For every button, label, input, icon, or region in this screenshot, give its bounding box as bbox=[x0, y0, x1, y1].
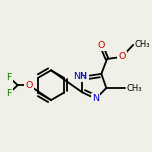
Text: O: O bbox=[25, 81, 33, 90]
Text: O: O bbox=[98, 41, 105, 50]
Text: NH: NH bbox=[74, 72, 88, 81]
Text: F: F bbox=[7, 88, 12, 98]
Text: O: O bbox=[98, 41, 105, 50]
Text: N: N bbox=[79, 72, 86, 81]
Text: F: F bbox=[7, 88, 12, 98]
Text: O: O bbox=[118, 52, 126, 61]
Text: N: N bbox=[79, 72, 86, 81]
Text: CH₃: CH₃ bbox=[126, 84, 142, 93]
Text: O: O bbox=[118, 52, 126, 61]
Text: F: F bbox=[7, 73, 12, 82]
Text: NH: NH bbox=[74, 72, 88, 81]
Text: CH₃: CH₃ bbox=[135, 40, 150, 49]
Text: N: N bbox=[92, 94, 99, 103]
Text: F: F bbox=[7, 73, 12, 82]
Text: N: N bbox=[92, 94, 99, 103]
Text: O: O bbox=[25, 81, 33, 90]
